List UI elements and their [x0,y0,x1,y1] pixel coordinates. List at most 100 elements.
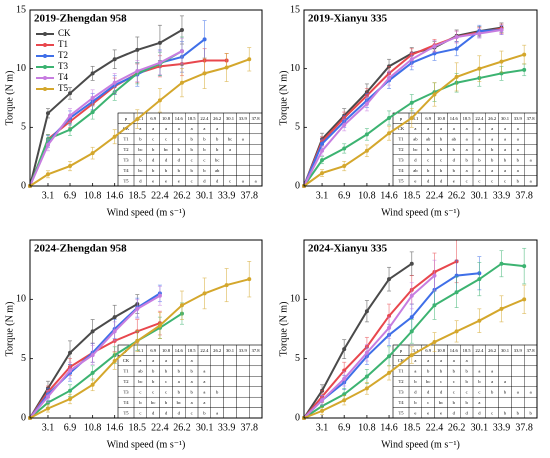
table-text: a [414,369,416,374]
x-axis-label: Wind speed (m s⁻¹) [381,439,460,450]
marker [45,111,50,116]
table-text: T1 [398,137,404,142]
table-text: c [427,400,429,405]
marker [499,306,504,311]
table-text: c [478,178,480,183]
table-text: a [453,126,455,131]
table-text: 26.2 [213,348,222,353]
table-text: a [242,178,244,183]
marker [247,277,252,282]
series-line [29,29,183,187]
marker [364,350,369,355]
table-text: c [178,137,180,142]
table-text: d [440,178,443,183]
table-text: b [152,147,155,152]
table-text: a [466,126,468,131]
table-text: c [191,158,193,163]
x-tick-label: 33.9 [218,190,236,201]
table-text: c [229,178,231,183]
series-line [303,26,502,187]
table-text: b [165,369,168,374]
table-text: 33.9 [514,116,523,121]
table-text: b [478,158,481,163]
y-tick-label: 10 [16,294,26,305]
table-text: b [414,379,417,384]
marker [202,71,207,76]
marker [135,338,140,343]
table-text: a [517,390,519,395]
table-text: d [165,158,168,163]
legend-label: T5 [58,83,68,93]
x-tick-label: 14.6 [380,422,398,433]
table-text: 3.1 [413,116,419,121]
table-text: 26.2 [488,348,497,353]
marker [179,27,184,32]
marker [342,146,347,151]
legend-label: T2 [58,50,68,60]
table-text: 10.8 [437,116,446,121]
marker [90,329,95,334]
marker [68,388,73,393]
marker [432,340,437,345]
table-text: 14.6 [175,348,184,353]
marker [432,303,437,308]
table-text: 22.4 [200,116,209,121]
table-text: c [478,390,480,395]
x-tick-label: 33.9 [493,422,511,433]
y-tick-label: 15 [290,4,300,15]
table-text: b [491,390,494,395]
table-text: a [491,168,493,173]
table-text: bc [228,137,232,142]
table-text: d [216,178,219,183]
table-text: 30.1 [501,116,510,121]
table-text: e [453,178,455,183]
table-text: 37.8 [527,348,536,353]
marker [135,69,140,74]
table-text: b [504,390,507,395]
marker [364,148,369,153]
table-text: a [203,390,205,395]
table-text: T1 [123,137,129,142]
marker [68,113,73,118]
y-tick-label: 10 [290,63,300,74]
marker [68,91,73,96]
table-text: b [529,410,532,415]
marker [454,46,459,51]
marker [522,264,527,269]
marker [202,37,207,42]
x-tick-label: 30.1 [196,422,214,433]
marker [320,141,325,146]
table-text: b [453,369,456,374]
table-text: a [203,400,205,405]
marker [320,408,325,413]
marker [432,44,437,49]
table-text: T2 [398,147,404,152]
table-text: T4 [398,400,404,405]
table-text: e [414,178,416,183]
table-text: a [139,126,141,131]
table-text: d [203,178,206,183]
table-text: a [191,358,193,363]
table-text: a [466,137,468,142]
table-text: b [190,390,193,395]
table-text: b [190,147,193,152]
marker [409,261,414,266]
marker [68,397,73,402]
marker [477,318,482,323]
table-text: b [440,168,443,173]
table-text: a [517,126,519,131]
table-text: d [414,390,417,395]
table-text: c [427,158,429,163]
x-tick-label: 10.8 [358,422,376,433]
table-text: 37.8 [527,116,536,121]
table-text: 33.9 [514,348,523,353]
marker [409,115,414,120]
y-tick-label: 15 [16,4,26,15]
table-text: a [203,126,205,131]
x-tick-label: 14.6 [106,422,124,433]
marker [454,34,459,39]
table-text: a [478,137,480,142]
legend-marker [43,54,47,58]
legend-marker [43,32,47,36]
table-text: 6.9 [425,348,431,353]
